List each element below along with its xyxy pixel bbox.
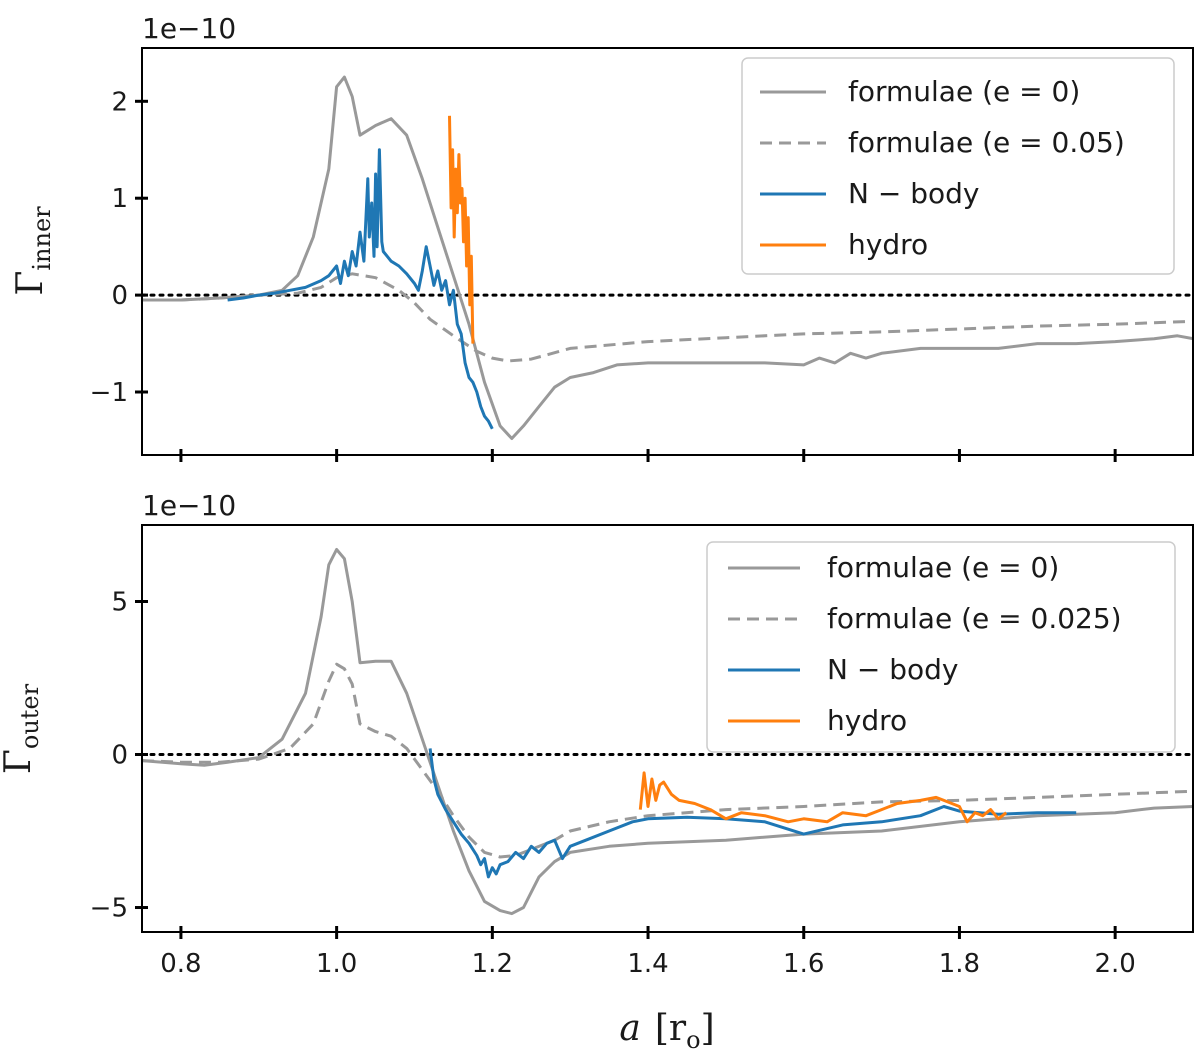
axes-frame-top — [141, 47, 1194, 456]
x-tick-label: 1.2 — [472, 949, 513, 979]
panel-outer: 1e−10 0.8 1.0 1.2 1.4 1.6 1.8 2.0 −505 Γouter … — [0, 489, 1194, 979]
legend-label: hydro — [848, 228, 928, 261]
series-line-n-body — [227, 148, 494, 430]
y-tick-label: 2 — [111, 87, 128, 117]
legend-label: formulae (e = 0) — [827, 551, 1059, 584]
y-axis-title-bottom: Γouter — [0, 683, 44, 774]
y-tick-label: 5 — [111, 588, 128, 618]
legend-label: N − body — [848, 177, 979, 210]
series-line-hydro — [448, 115, 475, 344]
x-axis-title: a [ro] — [619, 1008, 714, 1054]
y-ticks-top: −1 0 1 2 — [90, 87, 148, 408]
legend-box-top — [741, 57, 1175, 275]
x-tick-label: 1.4 — [627, 949, 668, 979]
series-line-formulae-e-0-025- — [142, 662, 1193, 859]
legend-box-bottom — [706, 541, 1176, 753]
x-tick-label: 0.8 — [160, 949, 201, 979]
x-tick-label: 2.0 — [1094, 949, 1135, 979]
y-tick-label: 1 — [111, 184, 128, 214]
legend-label: N − body — [827, 653, 958, 686]
x-tick-label: 1.6 — [783, 949, 824, 979]
y-tick-label: 0 — [111, 741, 128, 771]
x-tick-label: 1.0 — [316, 949, 357, 979]
legend-label: formulae (e = 0.025) — [827, 602, 1122, 635]
legend-bottom: formulae (e = 0) formulae (e = 0.025) N − … — [706, 541, 1176, 753]
offset-label-bottom: 1e−10 — [142, 489, 236, 522]
series-line-formulae-e-0-05- — [142, 272, 1193, 363]
y-tick-label: −1 — [90, 378, 128, 408]
y-axis-title-top: Γinner — [10, 206, 56, 296]
x-ticks-top — [179, 449, 1117, 462]
legend-label: formulae (e = 0) — [848, 75, 1080, 108]
series-line-hydro — [638, 771, 1008, 824]
series-line-formulae-e-0- — [142, 75, 1193, 440]
legend-label: formulae (e = 0.05) — [848, 126, 1125, 159]
x-ticks-bottom: 0.8 1.0 1.2 1.4 1.6 1.8 2.0 — [160, 926, 1136, 979]
legend-top: formulae (e = 0) formulae (e = 0.05) N − b… — [741, 57, 1175, 275]
series-group-top — [142, 75, 1193, 440]
y-ticks-bottom: −5 0 5 — [90, 588, 148, 924]
series-group-bottom — [142, 548, 1193, 916]
axes-frame-bottom — [141, 524, 1194, 933]
y-tick-label: −5 — [90, 894, 128, 924]
legend-label: hydro — [827, 704, 907, 737]
y-tick-label: 0 — [111, 281, 128, 311]
x-tick-label: 1.8 — [939, 949, 980, 979]
series-line-n-body — [428, 748, 1077, 879]
offset-label-top: 1e−10 — [142, 12, 236, 45]
